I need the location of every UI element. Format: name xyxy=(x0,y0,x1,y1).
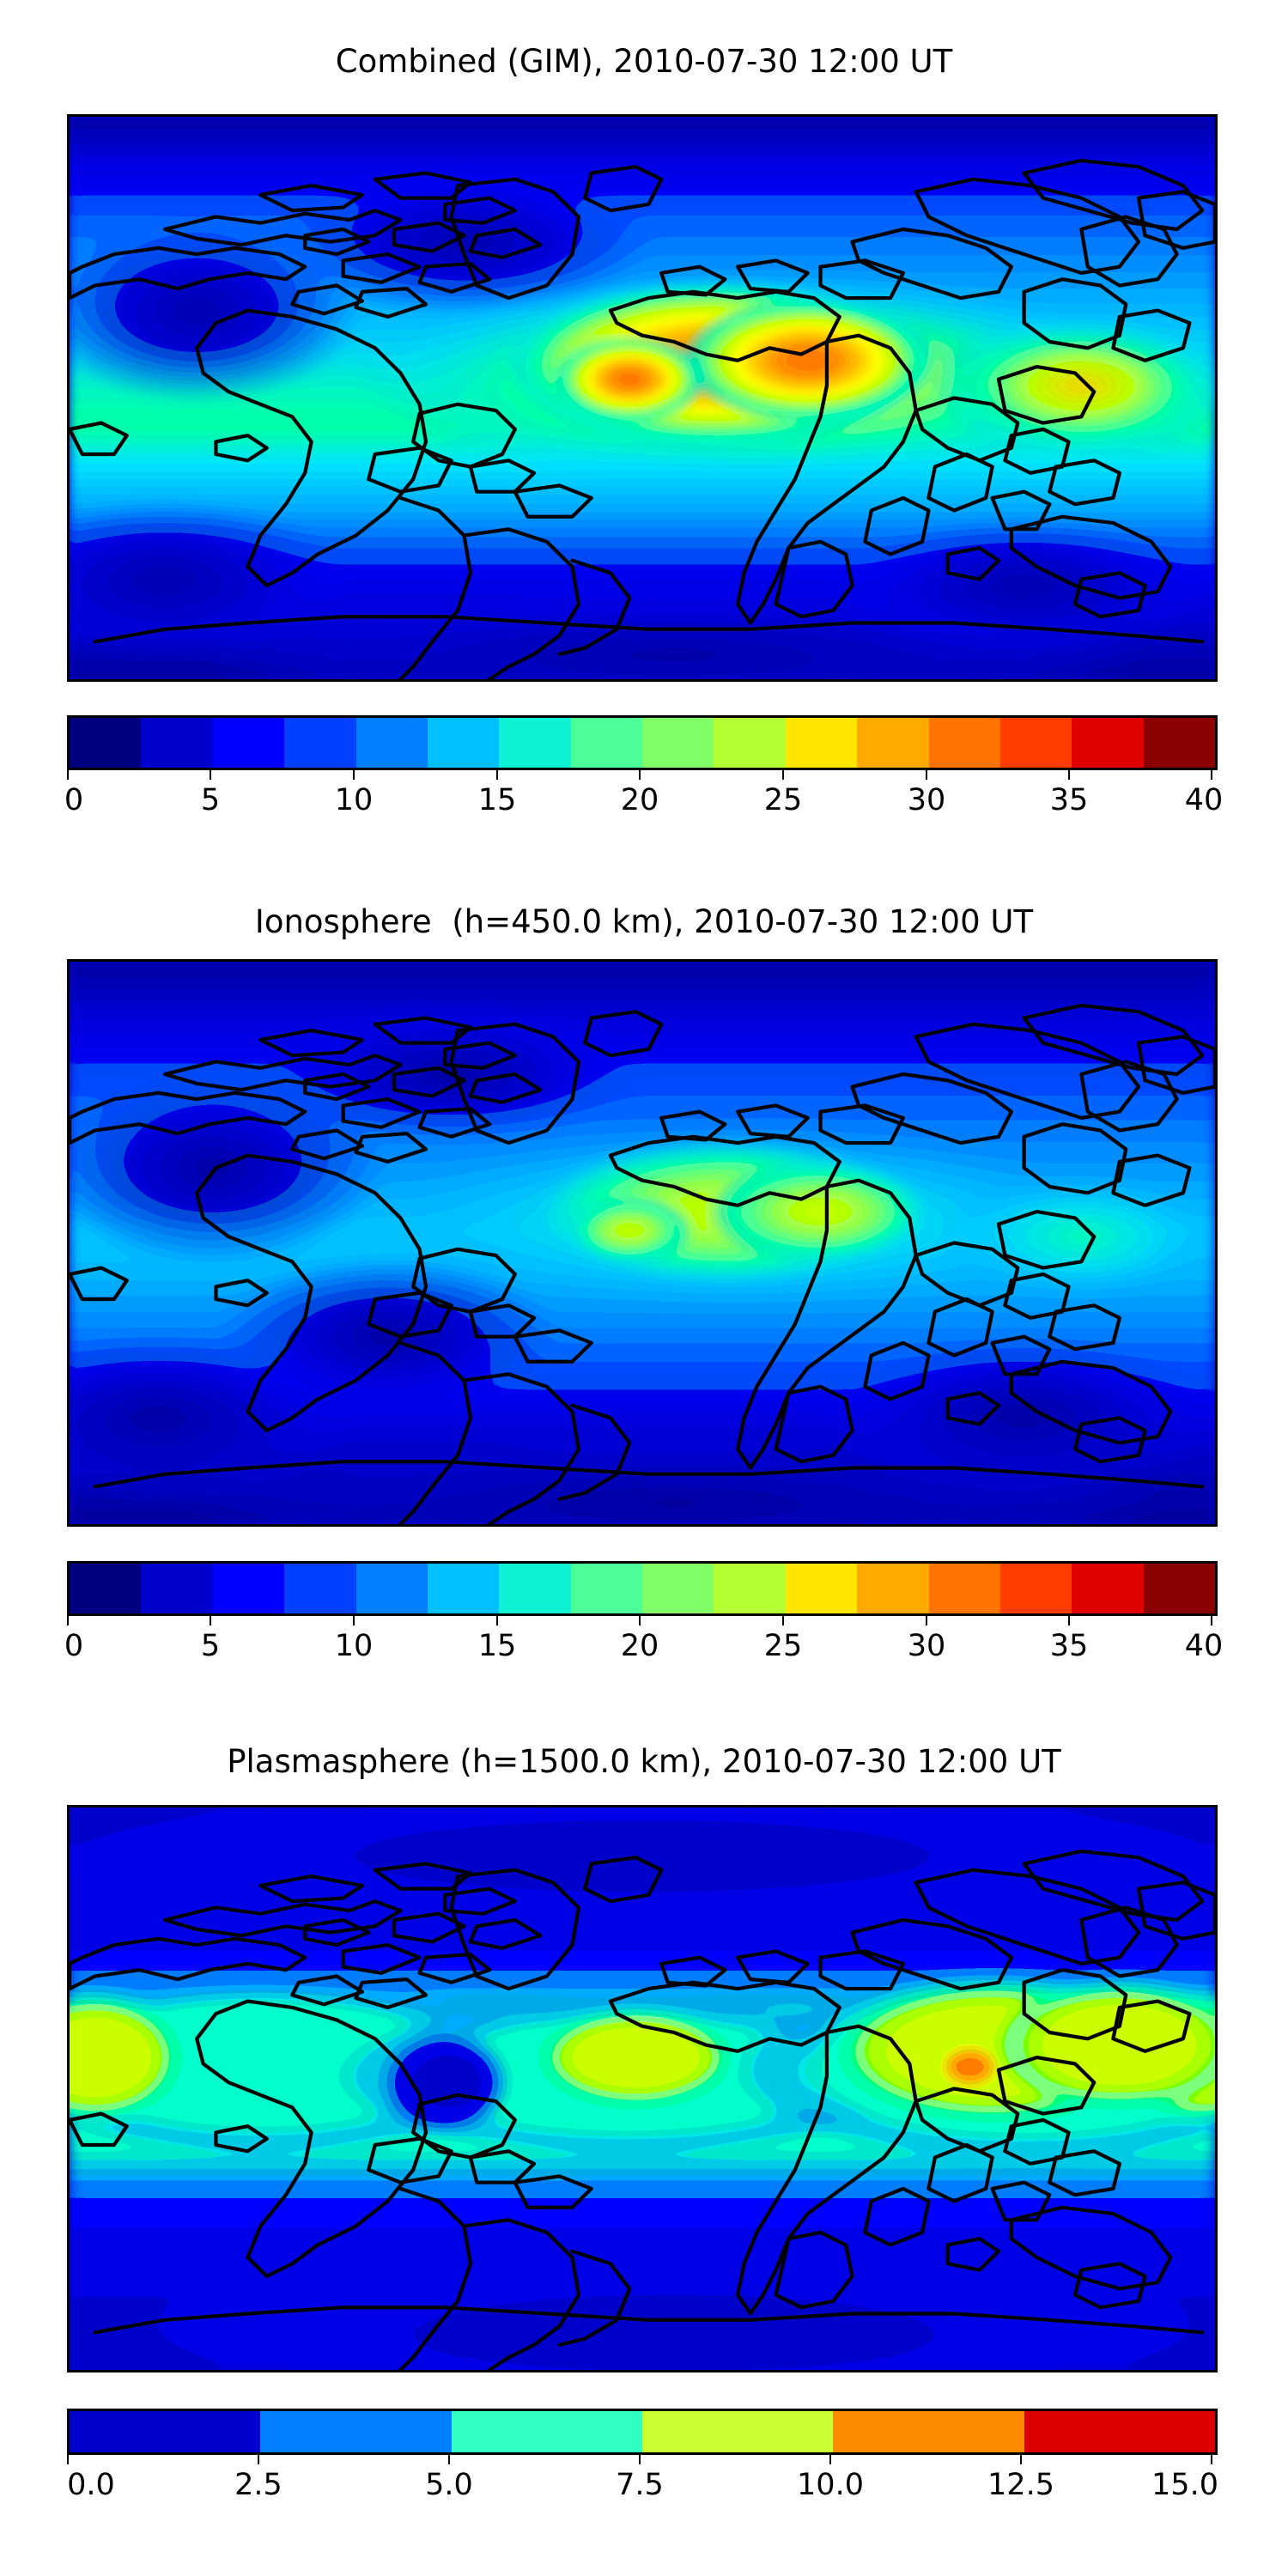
panel-plasmasphere: Plasmasphere (h=1500.0 km), 2010-07-30 1… xyxy=(0,1704,1288,2576)
cb3-tick-1: 2.5 xyxy=(234,2468,283,2502)
map-plasmasphere xyxy=(67,1805,1218,2372)
map-canvas-combined-gim xyxy=(70,117,1215,679)
colorbar-ionosphere xyxy=(67,1561,1218,1616)
cb2-tick-2: 10 xyxy=(334,1629,374,1663)
cb1-tick-4: 20 xyxy=(620,783,659,817)
coastlines-plasmasphere xyxy=(70,1849,1215,2370)
coastlines-combined xyxy=(70,158,1215,679)
cb1-tick-8: 40 xyxy=(1184,783,1224,817)
colorbar-labels-plasmasphere: 0.0 2.5 5.0 7.5 10.0 12.5 15.0 xyxy=(67,2468,1218,2507)
cb1-tick-1: 5 xyxy=(200,783,221,817)
colorbar-ticks-plasmasphere xyxy=(67,2452,1212,2464)
panel-ionosphere: Ionosphere (h=450.0 km), 2010-07-30 12:0… xyxy=(0,859,1288,1704)
colorbar-combined-gim xyxy=(67,715,1218,770)
map-combined-gim xyxy=(67,114,1218,682)
cb2-tick-3: 15 xyxy=(477,1629,517,1663)
cb2-tick-6: 30 xyxy=(907,1629,946,1663)
cb2-tick-8: 40 xyxy=(1184,1629,1224,1663)
cb2-tick-1: 5 xyxy=(200,1629,221,1663)
map-canvas-plasmasphere xyxy=(70,1807,1215,2370)
map-render-plasmasphere xyxy=(70,1807,1215,2370)
cb3-tick-3: 7.5 xyxy=(616,2468,664,2502)
coastlines-ionosphere xyxy=(70,1003,1215,1524)
cb2-tick-4: 20 xyxy=(620,1629,659,1663)
colorbar-labels-ionosphere: 0 5 10 15 20 25 30 35 40 xyxy=(64,1629,1223,1668)
contour-field-plasmasphere xyxy=(70,1807,1215,2370)
cb3-tick-5: 12.5 xyxy=(987,2468,1054,2502)
cb1-tick-0: 0 xyxy=(64,783,84,817)
colorbar-labels-combined-gim: 0 5 10 15 20 25 30 35 40 xyxy=(64,783,1223,823)
cb3-tick-4: 10.0 xyxy=(797,2468,864,2502)
panel-title-ionosphere: Ionosphere (h=450.0 km), 2010-07-30 12:0… xyxy=(254,903,1034,940)
map-canvas-ionosphere xyxy=(70,962,1215,1524)
cb1-tick-2: 10 xyxy=(334,783,374,817)
map-ionosphere xyxy=(67,959,1218,1527)
cb1-tick-6: 30 xyxy=(907,783,946,817)
colorbar-plasmasphere xyxy=(67,2409,1218,2455)
colorbar-ticks-combined-gim xyxy=(67,768,1212,780)
cb1-tick-7: 35 xyxy=(1049,783,1089,817)
contour-field-combined xyxy=(70,117,1215,679)
panel-combined-gim: Combined (GIM), 2010-07-30 12:00 UT xyxy=(0,0,1288,859)
cb1-tick-3: 15 xyxy=(477,783,517,817)
panel-title-combined-gim: Combined (GIM), 2010-07-30 12:00 UT xyxy=(335,43,953,80)
panel-title-plasmasphere: Plasmasphere (h=1500.0 km), 2010-07-30 1… xyxy=(227,1743,1061,1780)
map-render-ionosphere xyxy=(70,962,1215,1524)
cb2-tick-7: 35 xyxy=(1049,1629,1089,1663)
cb3-tick-6: 15.0 xyxy=(1151,2468,1218,2502)
map-render-combined-gim xyxy=(70,117,1215,679)
cb2-tick-0: 0 xyxy=(64,1629,84,1663)
cb3-tick-2: 5.0 xyxy=(425,2468,473,2502)
cb1-tick-5: 25 xyxy=(763,783,803,817)
cb3-tick-0: 0.0 xyxy=(67,2468,115,2502)
colorbar-ticks-ionosphere xyxy=(67,1613,1212,1625)
cb2-tick-5: 25 xyxy=(763,1629,803,1663)
